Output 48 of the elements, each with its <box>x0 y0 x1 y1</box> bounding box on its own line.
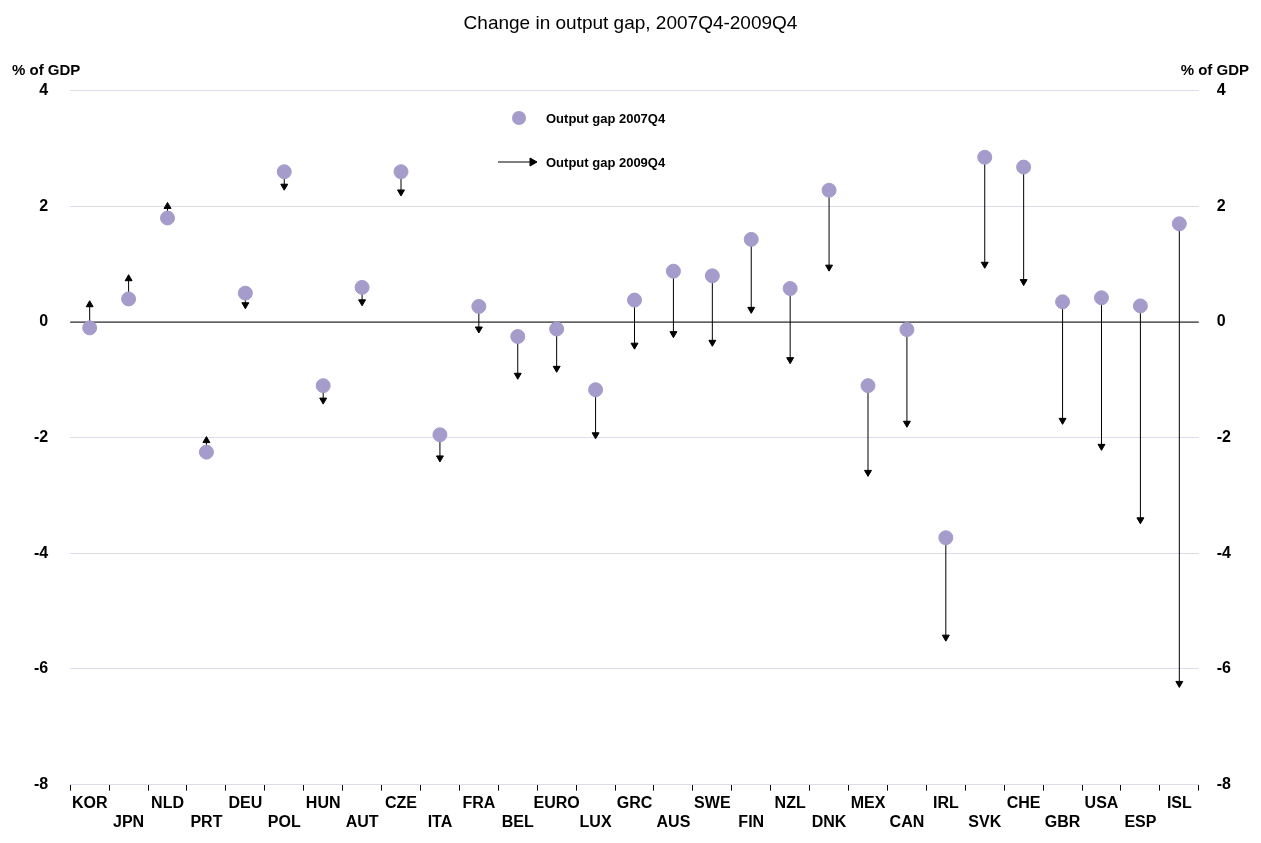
x-tick-label: POL <box>267 812 301 830</box>
x-tick-label: IRL <box>932 793 959 811</box>
x-tick-label: GBR <box>1044 812 1081 830</box>
x-tick-label: CHE <box>1006 793 1041 811</box>
y2-axis-title: % of GDP <box>1180 61 1249 79</box>
x-tick-label: DNK <box>811 812 847 830</box>
y2-tick-label: 2 <box>1216 196 1226 214</box>
chart-title: Change in output gap, 2007Q4-2009Q4 <box>463 11 798 33</box>
y2-tick-label: -8 <box>1216 775 1232 793</box>
x-tick-label: AUT <box>345 812 379 830</box>
y2-tick-label: -6 <box>1216 659 1232 677</box>
x-tick-label: NZL <box>774 793 806 811</box>
x-tick-label: JPN <box>113 812 145 830</box>
x-tick-label: KOR <box>71 793 108 811</box>
y-tick-label: 2 <box>39 196 49 214</box>
y2-tick-label: -2 <box>1216 428 1232 446</box>
y-tick-label: 4 <box>39 81 49 99</box>
x-tick-label: SVK <box>968 812 1002 830</box>
x-tick-label: FRA <box>462 793 496 811</box>
x-tick-label: NLD <box>151 793 184 811</box>
x-tick-label: BEL <box>501 812 534 830</box>
y-tick-label: -8 <box>33 775 49 793</box>
x-tick-label: CZE <box>385 793 418 811</box>
x-tick-label: SWE <box>694 793 731 811</box>
x-tick-label: USA <box>1084 793 1119 811</box>
y-axis-title: % of GDP <box>12 61 81 79</box>
x-tick-label: ISL <box>1166 793 1192 811</box>
y2-tick-label: 4 <box>1216 81 1226 99</box>
y-tick-label: 0 <box>39 312 49 330</box>
x-tick-label: MEX <box>850 793 886 811</box>
legend-label: Output gap 2007Q4 <box>546 110 666 126</box>
y2-tick-label: 0 <box>1216 312 1226 330</box>
x-tick-label: ESP <box>1124 812 1157 830</box>
x-tick-label: EURO <box>533 793 580 811</box>
x-tick-label: PRT <box>190 812 223 830</box>
x-tick-label: FIN <box>738 812 765 830</box>
x-tick-label: AUS <box>656 812 691 830</box>
y-tick-label: -2 <box>33 428 49 446</box>
y-tick-label: -4 <box>33 543 49 561</box>
y-tick-label: -6 <box>33 659 49 677</box>
x-tick-label: DEU <box>228 793 263 811</box>
x-tick-label: LUX <box>579 812 612 830</box>
x-tick-label: ITA <box>427 812 453 830</box>
x-tick-label: GRC <box>616 793 653 811</box>
x-tick-label: CAN <box>889 812 925 830</box>
y2-tick-label: -4 <box>1216 543 1232 561</box>
legend-label: Output gap 2009Q4 <box>546 154 666 170</box>
x-tick-label: HUN <box>305 793 341 811</box>
